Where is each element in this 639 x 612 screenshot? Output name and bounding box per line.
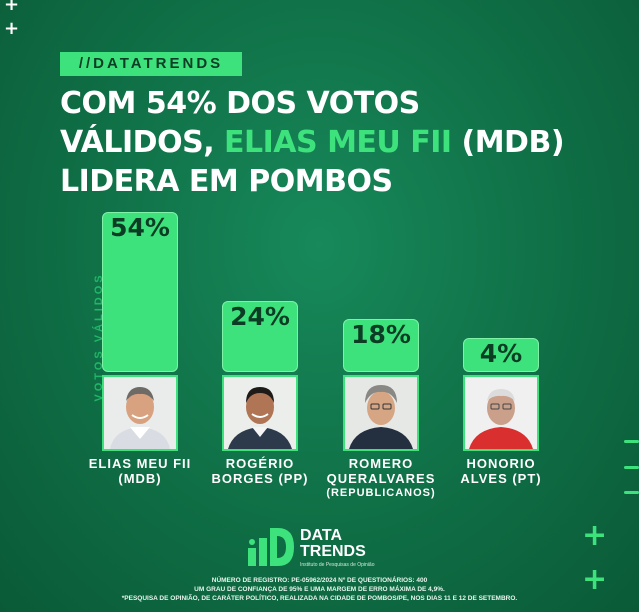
headline-line-2: VÁLIDOS, ELIAS MEU FII (MDB) [60,125,565,160]
candidate-name-1: ELIAS MEU FII (MDB) [88,456,192,486]
footnote-line-2: UM GRAU DE CONFIANÇA DE 95% E UMA MARGEM… [194,586,445,593]
brand-tag: //DATATRENDS [60,52,242,76]
candidate-name-2: ROGÉRIO BORGES (PP) [211,456,309,486]
plus-decoration-bottom-right: + [582,518,608,553]
bar-1 [102,212,178,372]
footnote-line-3: *PESQUISA DE OPINIÃO, DE CARÁTER POLÍTIC… [121,595,518,602]
candidate-name-3: ROMERO QUERALVARES (REPUBLICANOS) [326,456,436,499]
headline-line-3: LIDERA EM POMBOS [60,164,393,199]
candidate-photo-2 [222,375,298,451]
datatrends-logo-icon [248,528,294,566]
headline-line-1: COM 54% DOS VOTOS [60,86,420,121]
bar-value-label-4: 4% [479,339,523,368]
logo-subtitle: Instituto de Pesquisas de Opinião [300,562,375,568]
line-decoration-right-2 [624,466,639,469]
bar-value-label-2: 24% [230,302,290,331]
plus-decoration-top-left-2: + [4,18,20,39]
footnote-line-1: NÚMERO DE REGISTRO: PE-05962/2024 Nº DE … [211,577,428,584]
bar-3 [343,319,419,372]
bar-value-label-1: 54% [110,213,170,242]
line-decoration-right-1 [624,440,639,443]
plus-decoration-bottom-right-2: + [582,562,608,597]
bar-2 [222,301,298,372]
plus-decoration-top-left: + [4,0,20,15]
logo-text: DATA TRENDS [300,527,366,560]
bar-4 [463,338,539,372]
headline: COM 54% DOS VOTOS VÁLIDOS, ELIAS MEU FII… [60,84,600,201]
candidate-photo-1 [102,375,178,451]
candidate-photo-4 [463,375,539,451]
headline-highlight: ELIAS MEU FII [224,125,452,160]
candidate-name-4: HONORIO ALVES (PT) [460,456,542,486]
bar-value-label-3: 18% [351,320,411,349]
candidate-photo-3 [343,375,419,451]
line-decoration-right-3 [624,491,639,494]
